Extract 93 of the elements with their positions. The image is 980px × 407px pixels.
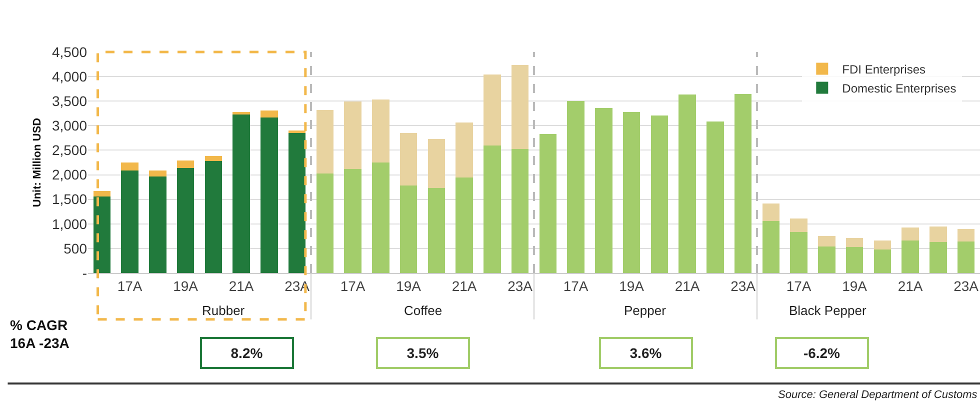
bar bbox=[957, 228, 975, 242]
x-tick-label: 19A bbox=[396, 278, 422, 294]
bar bbox=[595, 108, 612, 273]
y-tick-label: 4,500 bbox=[52, 44, 88, 60]
bar bbox=[957, 242, 975, 273]
y-tick-label: - bbox=[82, 264, 88, 281]
bar bbox=[734, 94, 752, 273]
text: 8.2% bbox=[230, 345, 264, 361]
bar bbox=[678, 94, 696, 273]
bar bbox=[260, 110, 278, 118]
legend-label: Domestic Enterprises bbox=[842, 81, 956, 96]
text: Rubber bbox=[202, 303, 246, 318]
text: 3.6% bbox=[630, 345, 662, 361]
bar bbox=[846, 246, 864, 273]
bar bbox=[846, 238, 864, 247]
bar bbox=[149, 170, 166, 177]
bar bbox=[344, 168, 362, 273]
bar bbox=[260, 117, 278, 273]
bar bbox=[456, 122, 473, 178]
x-tick-label: 23A bbox=[730, 278, 756, 294]
bar bbox=[344, 102, 362, 169]
bar bbox=[762, 220, 780, 273]
x-tick-label: 23A bbox=[284, 278, 310, 294]
bar bbox=[930, 242, 947, 273]
bar bbox=[372, 162, 390, 273]
x-tick-label: 19A bbox=[842, 278, 868, 294]
x-tick-label: 19A bbox=[619, 278, 645, 294]
bar bbox=[121, 162, 138, 170]
x-tick-label: 23A bbox=[508, 278, 534, 294]
bar bbox=[204, 156, 222, 162]
text: Pepper bbox=[624, 303, 667, 318]
x-tick-label: 17A bbox=[340, 278, 366, 294]
bar bbox=[400, 133, 418, 186]
bar bbox=[316, 110, 334, 174]
bar bbox=[176, 168, 194, 273]
bar bbox=[176, 160, 194, 168]
bar bbox=[400, 186, 418, 273]
bar bbox=[874, 240, 892, 250]
bar bbox=[567, 101, 584, 273]
bar bbox=[484, 145, 501, 273]
x-tick-label: 21A bbox=[228, 278, 254, 294]
x-tick-label: 19A bbox=[173, 278, 199, 294]
bar bbox=[93, 196, 111, 273]
text: Coffee bbox=[404, 303, 442, 318]
y-axis-title: Unit: Million USD bbox=[32, 118, 44, 208]
bar bbox=[762, 203, 780, 221]
bar bbox=[204, 161, 222, 273]
y-tick-label: 1,500 bbox=[52, 191, 88, 208]
x-tick-label: 17A bbox=[563, 278, 589, 294]
bar bbox=[930, 226, 947, 242]
y-tick-label: 4,000 bbox=[52, 68, 88, 84]
bar bbox=[902, 227, 919, 241]
x-tick-label: 21A bbox=[674, 278, 700, 294]
bar bbox=[511, 148, 529, 273]
bar bbox=[539, 134, 557, 273]
text: Black Pepper bbox=[789, 303, 867, 318]
x-tick-label: 21A bbox=[452, 278, 478, 294]
bar bbox=[818, 236, 836, 246]
bar bbox=[316, 173, 334, 273]
text: % CAGR 16A -23A bbox=[10, 317, 70, 352]
bar bbox=[706, 122, 724, 273]
bar bbox=[874, 249, 892, 273]
y-tick-label: 1,000 bbox=[52, 216, 88, 232]
bar bbox=[149, 176, 166, 273]
bar bbox=[902, 240, 919, 273]
y-tick-label: 2,500 bbox=[52, 142, 88, 158]
bar bbox=[428, 138, 446, 188]
bar bbox=[650, 115, 668, 273]
bar bbox=[232, 114, 250, 273]
x-tick-label: 21A bbox=[898, 278, 924, 294]
text: -6.2% bbox=[803, 345, 841, 361]
bar bbox=[232, 112, 250, 114]
bar bbox=[456, 178, 473, 273]
y-tick-label: 500 bbox=[64, 240, 88, 256]
bar bbox=[288, 132, 306, 273]
bar bbox=[428, 188, 446, 273]
bar bbox=[790, 232, 808, 273]
bar bbox=[511, 64, 529, 149]
y-tick-label: 3,500 bbox=[52, 93, 88, 110]
bar bbox=[622, 112, 640, 273]
bar bbox=[818, 246, 836, 273]
y-tick-label: 2,000 bbox=[52, 166, 88, 183]
y-tick-label: 3,000 bbox=[52, 118, 88, 134]
text: 3.5% bbox=[406, 345, 440, 361]
legend-label: FDI Enterprises bbox=[842, 62, 926, 76]
bar bbox=[121, 170, 138, 273]
bar bbox=[484, 74, 501, 146]
x-tick-label: 23A bbox=[954, 278, 980, 294]
bar bbox=[790, 218, 808, 232]
source-note: Source: General Department of Customs bbox=[778, 389, 978, 401]
x-tick-label: 17A bbox=[117, 278, 143, 294]
x-tick-label: 17A bbox=[786, 278, 812, 294]
bar bbox=[372, 100, 390, 162]
